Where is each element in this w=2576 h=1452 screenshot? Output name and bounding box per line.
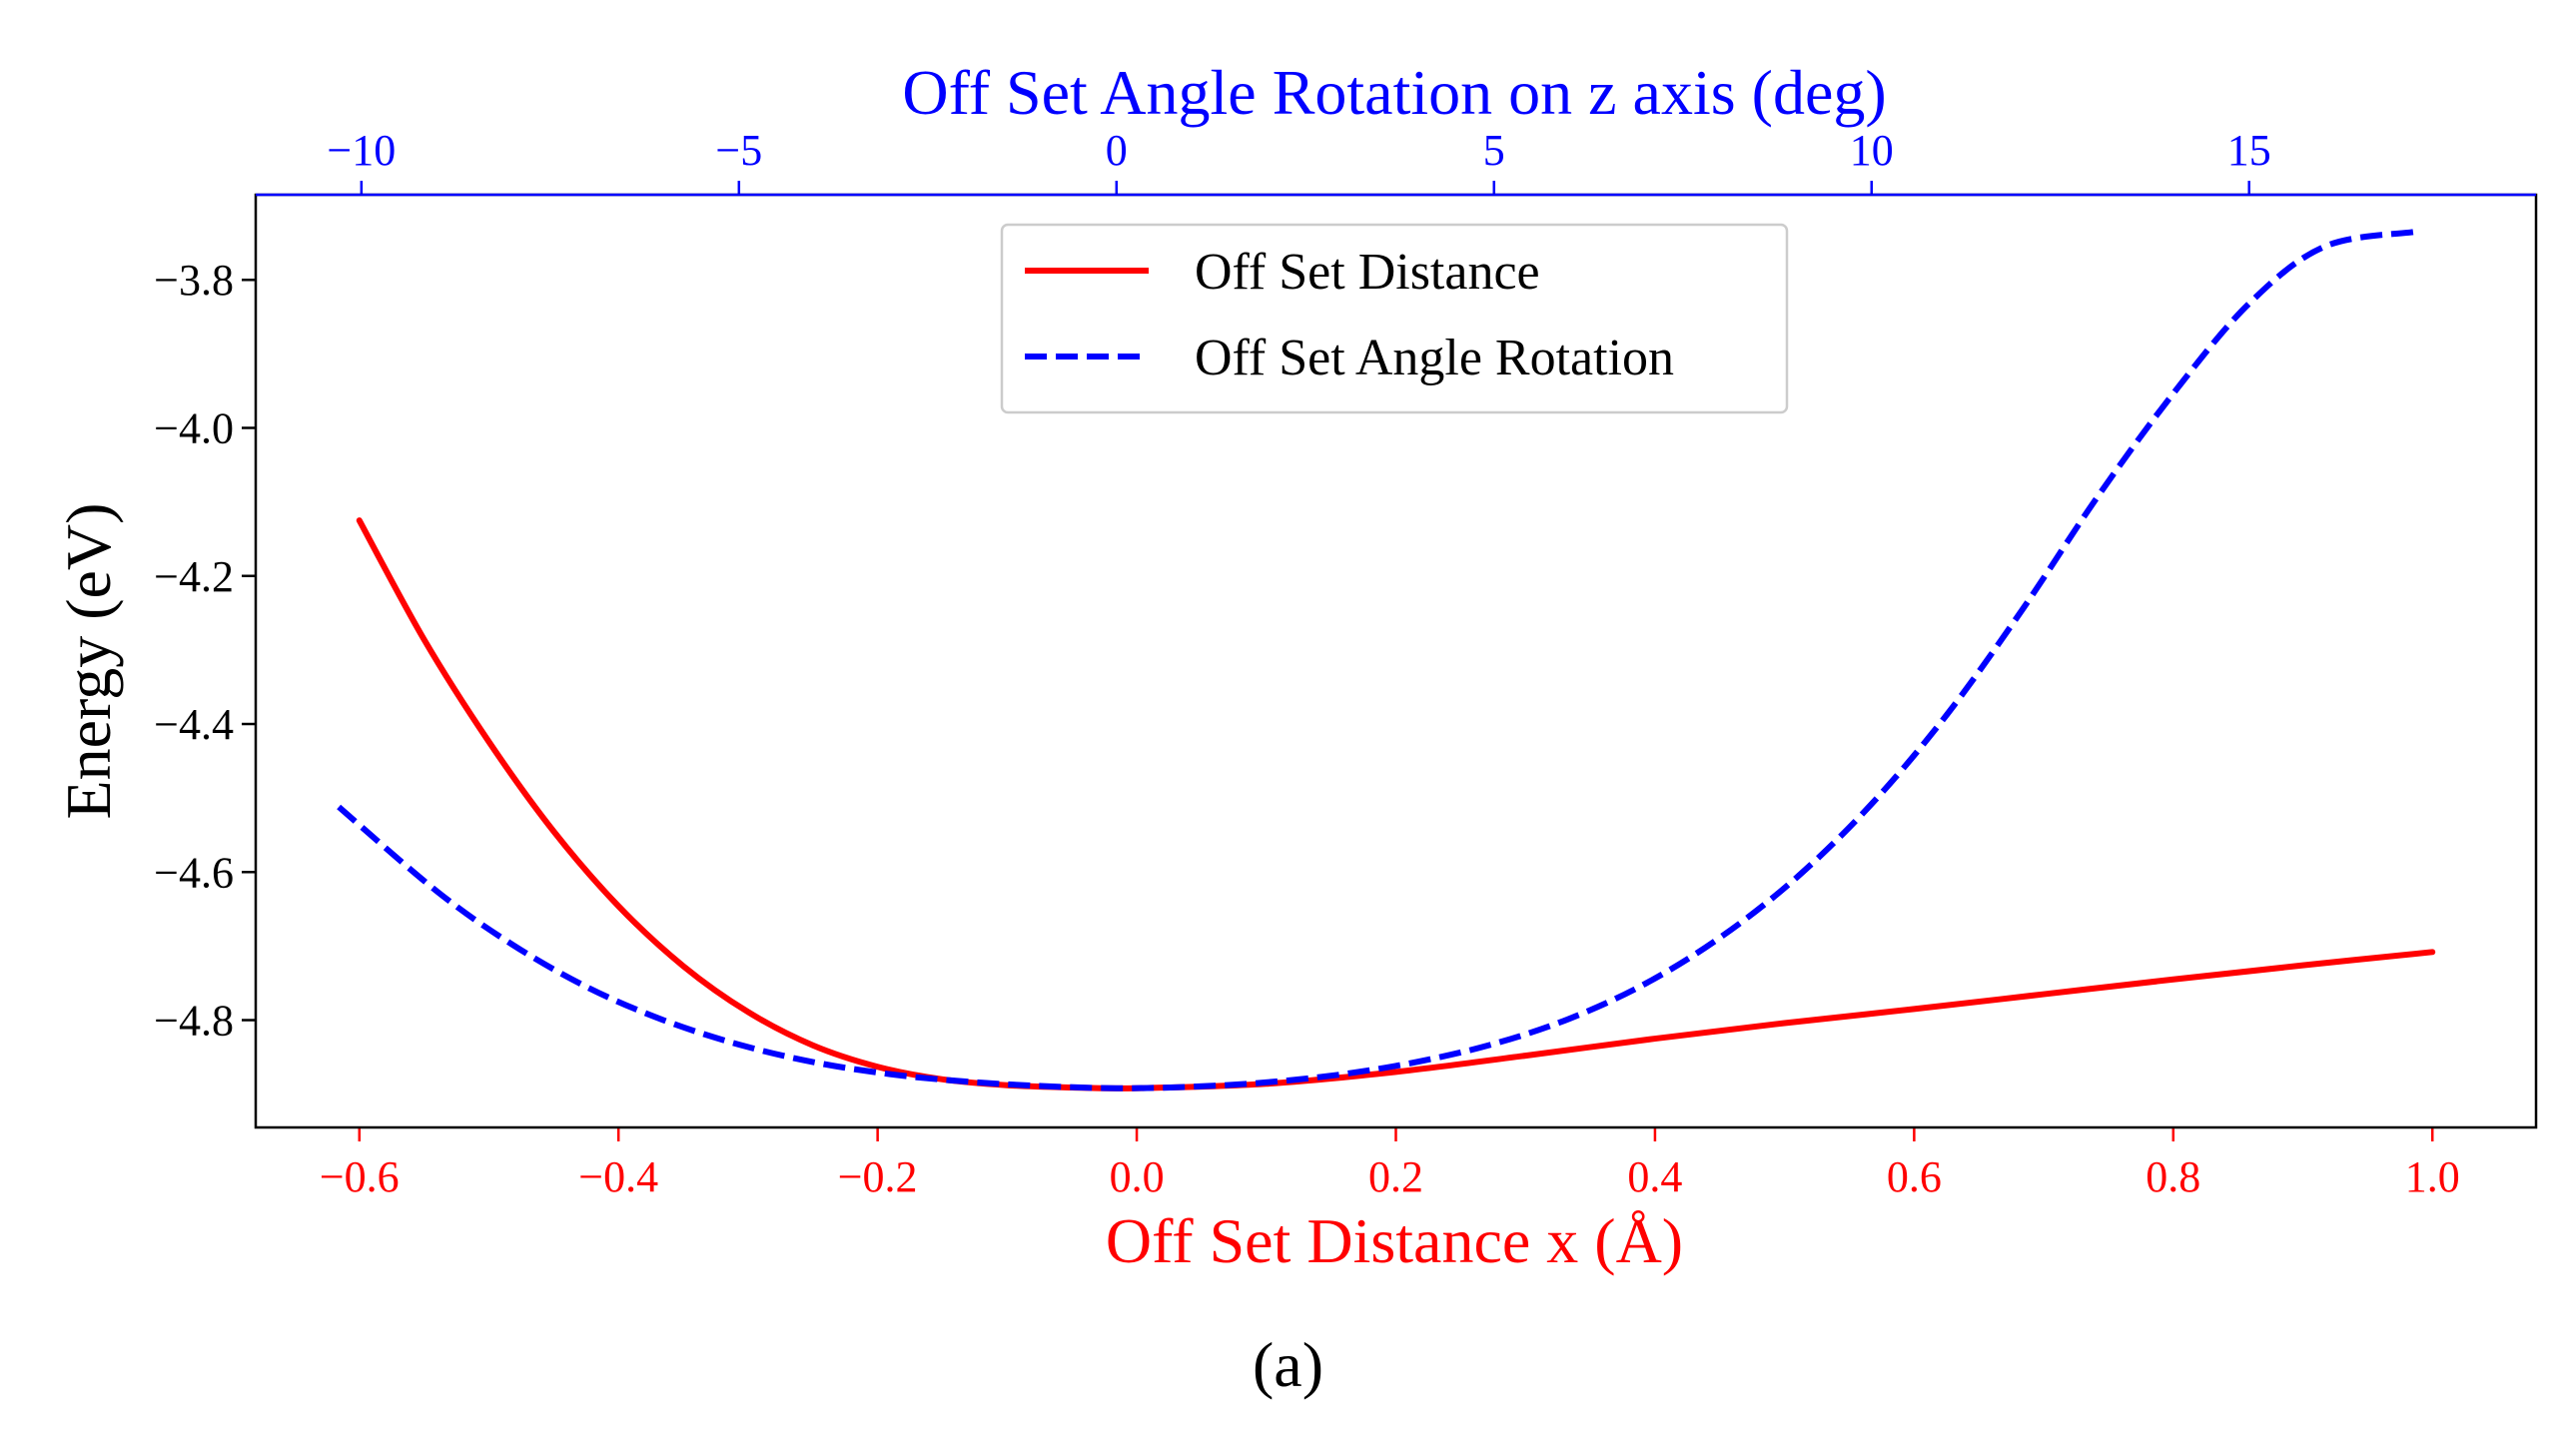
series-line-off-set-angle-rotation	[337, 229, 2416, 1091]
legend-label-off-set-angle-rotation: Off Set Angle Rotation	[1195, 330, 1674, 386]
bottom-tick-label: 0.4	[1627, 1152, 1682, 1201]
legend-label-off-set-distance: Off Set Distance	[1195, 244, 1540, 301]
bottom-tick-label: 1.0	[2405, 1152, 2460, 1201]
bottom-tick-label: −0.4	[578, 1152, 658, 1201]
top-tick-label: 0	[1106, 126, 1128, 175]
bottom-tick-label: −0.2	[838, 1152, 918, 1201]
bottom-axis-title: Off Set Distance x (Å)	[1106, 1205, 1683, 1276]
series-layer	[337, 229, 2436, 1091]
left-axis-ticks: −4.8 −4.6 −4.4 −4.2 −4.0 −3.8	[154, 256, 256, 1046]
top-tick-label: 15	[2227, 126, 2271, 175]
left-tick-label: −4.6	[154, 848, 234, 897]
figure-caption: (a)	[1252, 1329, 1324, 1400]
bottom-tick-label: −0.6	[320, 1152, 400, 1201]
top-tick-label: 5	[1483, 126, 1505, 175]
legend: Off Set Distance Off Set Angle Rotation	[1000, 223, 1789, 414]
left-tick-label: −4.8	[154, 997, 234, 1046]
left-tick-label: −4.2	[154, 552, 234, 601]
top-axis-title: Off Set Angle Rotation on z axis (deg)	[902, 57, 1886, 128]
bottom-tick-label: 0.0	[1110, 1152, 1165, 1201]
top-tick-label: −5	[715, 126, 762, 175]
top-axis-ticks: −10 −5 0 5 10 15	[327, 126, 2271, 195]
top-tick-label: 10	[1850, 126, 1894, 175]
left-tick-label: −3.8	[154, 256, 234, 305]
left-tick-label: −4.4	[154, 700, 234, 749]
legend-frame	[1000, 223, 1789, 414]
bottom-tick-label: 0.6	[1887, 1152, 1942, 1201]
bottom-axis-ticks: −0.6 −0.4 −0.2 0.0 0.2 0.4 0.6 0.8 1.0	[320, 1127, 2460, 1201]
top-tick-label: −10	[327, 126, 396, 175]
left-tick-label: −4.0	[154, 404, 234, 453]
series-line-off-set-distance	[356, 517, 2436, 1091]
bottom-tick-label: 0.8	[2146, 1152, 2200, 1201]
bottom-tick-label: 0.2	[1368, 1152, 1423, 1201]
left-axis-title: Energy (eV)	[53, 503, 124, 820]
